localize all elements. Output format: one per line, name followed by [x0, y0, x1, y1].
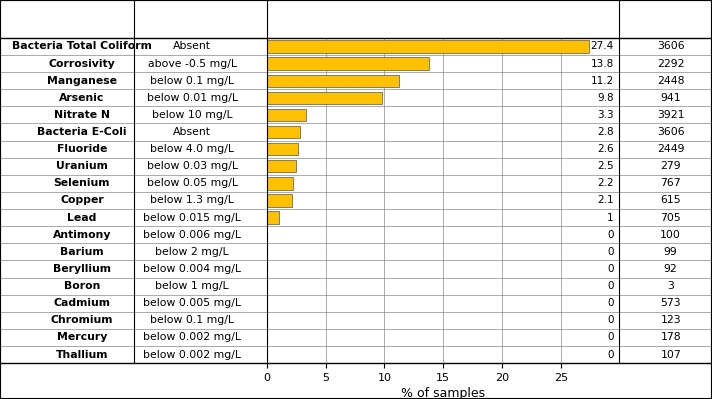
Text: below 0.015 mg/L: below 0.015 mg/L [143, 213, 241, 223]
Text: Low Risk Range: Low Risk Range [137, 12, 248, 26]
Text: # of Samples: # of Samples [624, 12, 712, 26]
Text: above -0.5 mg/L: above -0.5 mg/L [148, 59, 236, 69]
Text: below 0.004 mg/L: below 0.004 mg/L [143, 264, 241, 274]
Text: Absent: Absent [173, 41, 211, 51]
Text: Manganese: Manganese [47, 76, 117, 86]
Text: Uranium: Uranium [56, 161, 108, 171]
Text: below 0.01 mg/L: below 0.01 mg/L [147, 93, 238, 103]
Text: Barium: Barium [60, 247, 104, 257]
Text: % Samples that are High Risk: % Samples that are High Risk [340, 12, 547, 26]
Text: 0: 0 [607, 315, 614, 325]
Text: 2.5: 2.5 [597, 161, 614, 171]
Bar [267, 92, 382, 104]
Text: Beryllium: Beryllium [53, 264, 111, 274]
Text: Lead: Lead [67, 213, 97, 223]
Text: 0: 0 [607, 247, 614, 257]
Text: 2448: 2448 [657, 76, 684, 86]
Text: 0: 0 [607, 281, 614, 291]
Text: 13.8: 13.8 [590, 59, 614, 69]
Bar [267, 57, 429, 70]
Bar [267, 126, 300, 138]
Text: 615: 615 [661, 196, 681, 205]
Text: below 0.05 mg/L: below 0.05 mg/L [147, 178, 238, 188]
Text: 705: 705 [660, 213, 681, 223]
Text: below 1.3 mg/L: below 1.3 mg/L [150, 196, 234, 205]
Text: 941: 941 [661, 93, 681, 103]
Text: 2449: 2449 [657, 144, 684, 154]
Text: Arsenic: Arsenic [59, 93, 105, 103]
Text: Bacteria E-Coli: Bacteria E-Coli [37, 127, 127, 137]
Text: 3606: 3606 [657, 127, 684, 137]
Text: below 0.03 mg/L: below 0.03 mg/L [147, 161, 238, 171]
Text: below 2 mg/L: below 2 mg/L [155, 247, 229, 257]
Text: Boron: Boron [63, 281, 100, 291]
Text: 279: 279 [661, 161, 681, 171]
Text: Chromium: Chromium [51, 315, 113, 325]
Text: Nitrate N: Nitrate N [54, 110, 110, 120]
Bar [267, 211, 278, 224]
Text: 767: 767 [661, 178, 681, 188]
Text: 100: 100 [660, 230, 681, 240]
Text: Selenium: Selenium [53, 178, 110, 188]
Text: 11.2: 11.2 [590, 76, 614, 86]
Text: 3921: 3921 [657, 110, 684, 120]
Text: 2.8: 2.8 [597, 127, 614, 137]
Text: 107: 107 [660, 350, 681, 359]
Text: Parameter: Parameter [43, 12, 121, 26]
Text: 2.2: 2.2 [597, 178, 614, 188]
Text: 99: 99 [664, 247, 678, 257]
Text: 0: 0 [607, 298, 614, 308]
Text: Bacteria Total Coliform: Bacteria Total Coliform [12, 41, 152, 51]
Text: Antimony: Antimony [53, 230, 111, 240]
Text: below 0.1 mg/L: below 0.1 mg/L [150, 315, 234, 325]
Text: 2.6: 2.6 [597, 144, 614, 154]
Text: Corrosivity: Corrosivity [48, 59, 115, 69]
Text: below 4.0 mg/L: below 4.0 mg/L [150, 144, 234, 154]
Text: 0: 0 [607, 230, 614, 240]
Bar [267, 40, 589, 53]
Text: 3.3: 3.3 [597, 110, 614, 120]
Text: Copper: Copper [60, 196, 104, 205]
Text: below 1 mg/L: below 1 mg/L [155, 281, 229, 291]
Text: 27.4: 27.4 [590, 41, 614, 51]
Text: 178: 178 [661, 332, 681, 342]
Bar [267, 177, 293, 190]
Text: 0: 0 [607, 264, 614, 274]
Text: Fluoride: Fluoride [57, 144, 107, 154]
X-axis label: % of samples: % of samples [401, 387, 486, 399]
Text: below 0.002 mg/L: below 0.002 mg/L [143, 350, 241, 359]
Text: 9.8: 9.8 [597, 93, 614, 103]
Text: 92: 92 [664, 264, 678, 274]
Text: Cadmium: Cadmium [53, 298, 110, 308]
Text: Absent: Absent [173, 127, 211, 137]
Text: Mercury: Mercury [57, 332, 107, 342]
Text: 573: 573 [661, 298, 681, 308]
Bar [267, 109, 305, 121]
Bar [267, 194, 292, 207]
Text: 3606: 3606 [657, 41, 684, 51]
Bar [267, 75, 399, 87]
Text: below 0.1 mg/L: below 0.1 mg/L [150, 76, 234, 86]
Text: 3: 3 [667, 281, 674, 291]
Text: 0: 0 [607, 350, 614, 359]
Text: 2.1: 2.1 [597, 196, 614, 205]
Text: below 0.006 mg/L: below 0.006 mg/L [143, 230, 241, 240]
Text: below 0.002 mg/L: below 0.002 mg/L [143, 332, 241, 342]
Bar [267, 143, 298, 155]
Text: below 0.005 mg/L: below 0.005 mg/L [143, 298, 241, 308]
Text: below 10 mg/L: below 10 mg/L [152, 110, 233, 120]
Text: Thallium: Thallium [56, 350, 108, 359]
Bar [267, 160, 296, 172]
Text: 0: 0 [607, 332, 614, 342]
Text: 123: 123 [661, 315, 681, 325]
Text: 1: 1 [607, 213, 614, 223]
Text: 2292: 2292 [657, 59, 684, 69]
